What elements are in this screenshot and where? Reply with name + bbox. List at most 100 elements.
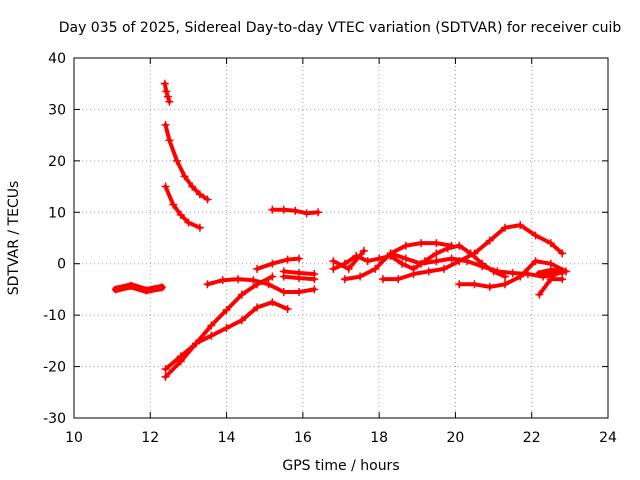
data-point — [234, 275, 243, 284]
data-point — [249, 276, 258, 285]
data-point — [279, 205, 288, 214]
data-point — [253, 264, 262, 273]
data-point — [558, 267, 567, 276]
series-line — [163, 274, 275, 379]
series-line — [255, 256, 301, 271]
series-line — [205, 277, 317, 294]
data-point — [447, 254, 456, 263]
data-point — [508, 268, 517, 277]
data-point — [485, 282, 494, 291]
data-point — [363, 257, 372, 266]
data-point — [310, 285, 319, 294]
x-tick-label: 12 — [141, 430, 159, 446]
data-point — [172, 156, 181, 165]
x-tick-label: 10 — [65, 430, 83, 446]
data-point — [516, 221, 525, 230]
y-tick-label: 0 — [57, 257, 66, 273]
data-point — [546, 267, 555, 276]
data-point — [207, 321, 216, 330]
y-tick-label: 20 — [48, 154, 66, 170]
data-point — [222, 306, 231, 314]
y-axis-label: SDTVAR / TECUs — [6, 181, 22, 296]
series-seg-7 — [203, 275, 319, 296]
data-point — [535, 270, 544, 278]
data-point — [161, 182, 170, 191]
data-point — [295, 254, 304, 263]
data-point — [546, 239, 555, 248]
series-line — [112, 282, 166, 294]
data-point — [447, 241, 456, 250]
series-line — [163, 122, 210, 202]
data-point — [195, 223, 204, 232]
y-tick-label: -20 — [43, 360, 66, 376]
data-point — [237, 290, 246, 299]
data-point — [371, 264, 380, 273]
x-tick-label: 18 — [370, 430, 388, 446]
data-point — [558, 249, 567, 258]
data-point — [356, 272, 365, 281]
data-point — [546, 259, 555, 268]
data-point — [203, 280, 212, 289]
data-point — [424, 267, 433, 276]
data-point — [264, 280, 273, 289]
data-point — [180, 172, 189, 181]
data-point — [394, 275, 403, 284]
x-axis-label: GPS time / hours — [282, 458, 399, 474]
data-point — [401, 254, 410, 263]
data-point — [432, 249, 441, 258]
series-seg-13 — [329, 246, 368, 273]
grid — [74, 58, 608, 418]
data-point — [184, 218, 193, 227]
series-seg-18 — [535, 267, 567, 278]
data-point — [302, 209, 311, 218]
data-point — [340, 275, 349, 284]
data-point — [283, 304, 292, 313]
data-point — [344, 264, 353, 273]
data-point — [127, 281, 136, 290]
data-point — [546, 275, 555, 284]
data-point — [161, 365, 170, 374]
data-point — [378, 275, 387, 284]
data-point — [157, 283, 166, 292]
series-seg-1 — [111, 281, 166, 295]
data-point — [160, 79, 169, 88]
data-point — [329, 257, 338, 266]
data-point — [253, 303, 262, 312]
x-tick-label: 14 — [218, 430, 236, 446]
data-point — [162, 87, 171, 96]
data-point — [417, 259, 426, 268]
data-point — [485, 236, 494, 245]
data-point — [439, 264, 448, 273]
data-point — [501, 223, 510, 232]
data-point — [462, 257, 471, 266]
data-point — [535, 290, 544, 299]
data-point — [192, 339, 201, 348]
data-point — [531, 231, 540, 240]
axis-ticks: 10 12 14 16 18 20 22 24 -30 -20 -10 0 10 20 30 40 — [43, 51, 617, 446]
data-point — [432, 239, 441, 248]
data-point — [310, 275, 319, 284]
series-seg-11 — [279, 272, 319, 284]
data-point — [218, 276, 227, 285]
data-point — [268, 259, 277, 268]
x-tick-label: 24 — [599, 430, 617, 446]
data-point — [268, 298, 277, 307]
series-seg-19 — [535, 275, 567, 299]
data-point — [478, 262, 487, 271]
series-seg-3 — [161, 120, 212, 204]
data-point — [142, 286, 151, 295]
data-point — [531, 257, 540, 266]
y-tick-label: -10 — [43, 308, 66, 324]
data-series — [111, 79, 571, 381]
series-seg-6 — [161, 298, 292, 374]
series-seg-15 — [378, 221, 567, 284]
data-point — [161, 120, 170, 129]
data-point — [295, 288, 304, 296]
data-point — [188, 182, 197, 191]
x-tick-label: 22 — [523, 430, 541, 446]
series-seg-9 — [253, 254, 304, 273]
data-point — [375, 254, 384, 263]
data-point — [203, 195, 212, 204]
y-tick-label: 40 — [48, 51, 66, 67]
x-tick-label: 16 — [294, 430, 312, 446]
